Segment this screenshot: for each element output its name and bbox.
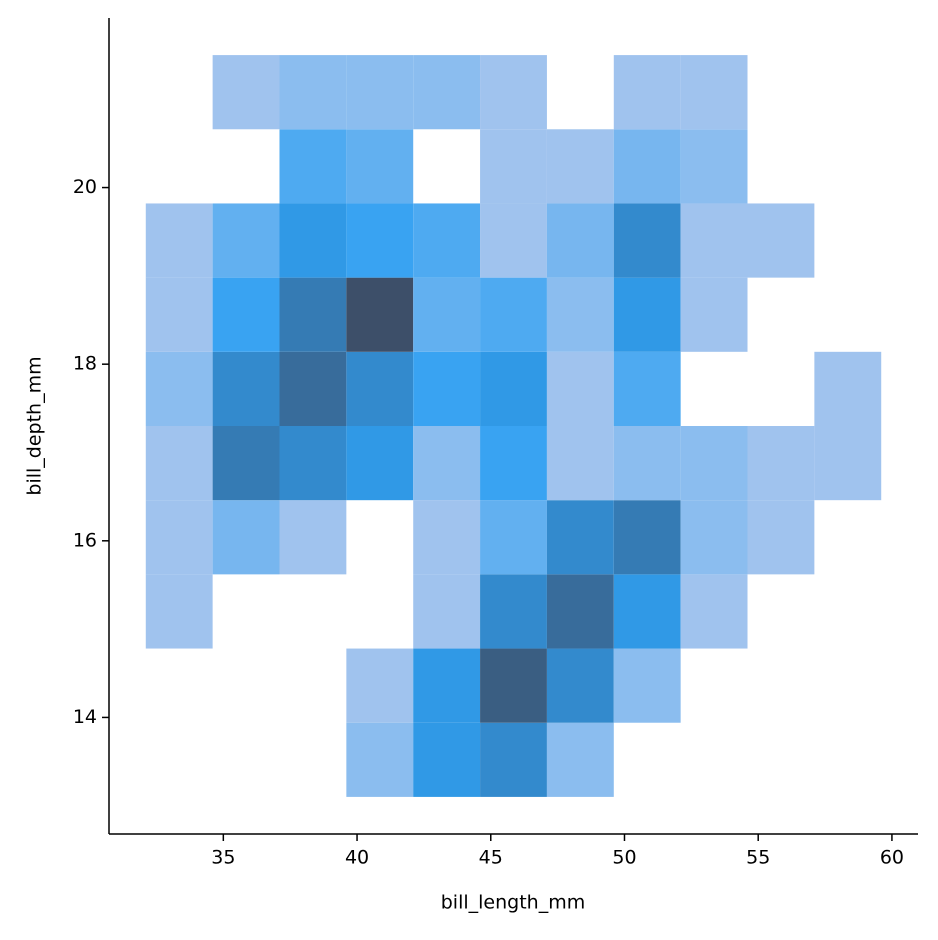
cell (279, 426, 347, 501)
cell (413, 277, 481, 352)
cell (279, 129, 347, 204)
cell (279, 351, 347, 426)
cell (747, 203, 815, 278)
cell (480, 351, 547, 426)
cell (212, 277, 280, 352)
y-tick-label: 16 (73, 529, 97, 551)
cell (346, 351, 414, 426)
x-tick-label: 50 (612, 847, 636, 869)
cell (613, 277, 681, 352)
cell (480, 574, 547, 649)
x-tick-label: 60 (880, 847, 904, 869)
cell (145, 574, 213, 649)
cell (145, 203, 213, 278)
cell (212, 351, 280, 426)
cell (613, 574, 681, 649)
cell (346, 203, 414, 278)
cell (680, 203, 748, 278)
cell (279, 55, 347, 130)
cell (546, 648, 614, 723)
cell (145, 351, 213, 426)
cell (346, 426, 414, 501)
cell (747, 426, 815, 501)
cell (413, 55, 481, 130)
cell (680, 55, 748, 130)
cell (346, 277, 414, 352)
cell (546, 500, 614, 575)
cell (546, 129, 614, 204)
cell (613, 55, 681, 130)
cell (814, 351, 882, 426)
cell (480, 722, 547, 797)
cell (680, 500, 748, 575)
cell (145, 500, 213, 575)
cell (480, 500, 547, 575)
cell (546, 722, 614, 797)
cell (680, 129, 748, 204)
x-axis-label: bill_length_mm (441, 892, 585, 914)
cell (480, 203, 547, 278)
cell (413, 648, 481, 723)
cell (613, 648, 681, 723)
y-tick-label: 20 (73, 176, 97, 198)
cell (413, 722, 481, 797)
cell (613, 129, 681, 204)
cell (546, 426, 614, 501)
cell (546, 277, 614, 352)
x-tick-label: 55 (746, 847, 770, 869)
cell (413, 203, 481, 278)
cell (212, 203, 280, 278)
cell (279, 277, 347, 352)
cell (145, 426, 213, 501)
cell (680, 277, 748, 352)
cell (613, 500, 681, 575)
cell (413, 574, 481, 649)
cell (814, 426, 882, 501)
cell (480, 277, 547, 352)
y-axis-label: bill_depth_mm (24, 356, 46, 495)
cell (413, 351, 481, 426)
cell (346, 722, 414, 797)
cell (145, 277, 213, 352)
cell (546, 203, 614, 278)
cell (346, 648, 414, 723)
x-tick-label: 45 (479, 847, 503, 869)
cell (212, 426, 280, 501)
cell (480, 648, 547, 723)
cell (613, 351, 681, 426)
cell (613, 203, 681, 278)
cell (480, 426, 547, 501)
cell (546, 351, 614, 426)
cell (346, 129, 414, 204)
cell (680, 426, 748, 501)
x-tick-label: 40 (345, 847, 369, 869)
cell (480, 129, 547, 204)
cell (613, 426, 681, 501)
cell (279, 500, 347, 575)
y-tick-label: 18 (73, 353, 97, 375)
cell (480, 55, 547, 130)
cell (413, 426, 481, 501)
cell (546, 574, 614, 649)
cell (680, 574, 748, 649)
cell (212, 55, 280, 130)
y-tick-label: 14 (73, 706, 97, 728)
cell (747, 500, 815, 575)
x-tick-label: 35 (211, 847, 235, 869)
cell (212, 500, 280, 575)
cell (413, 500, 481, 575)
cell (279, 203, 347, 278)
cell (346, 55, 414, 130)
